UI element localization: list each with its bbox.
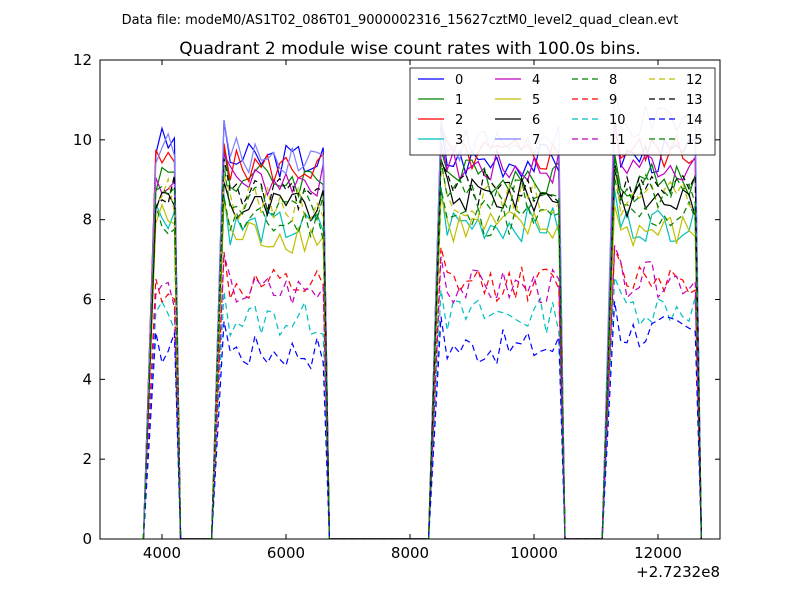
x-tick-label: 4000 (143, 544, 181, 562)
series-line-8 (142, 177, 702, 539)
series-line-14 (142, 301, 702, 539)
legend-label-12: 12 (686, 73, 703, 88)
x-tick-label: 12000 (634, 544, 682, 562)
series-line-13 (142, 158, 702, 539)
legend-frame (409, 67, 716, 156)
y-tick-label: 8 (82, 211, 92, 229)
chart-title: Quadrant 2 module wise count rates with … (179, 39, 640, 59)
data-file-header: Data file: modeM0/AS1T02_086T01_90000023… (122, 13, 679, 28)
legend-label-10: 10 (609, 113, 626, 128)
y-tick-label: 0 (82, 530, 92, 548)
x-tick-label: 10000 (510, 544, 558, 562)
legend-label-2: 2 (455, 113, 463, 128)
series-line-3 (142, 187, 702, 539)
series-line-9 (142, 247, 702, 539)
legend-label-7: 7 (532, 133, 540, 148)
x-tick-label: 8000 (391, 544, 429, 562)
y-tick-label: 6 (82, 291, 92, 309)
y-tick-label: 4 (82, 370, 92, 388)
legend-label-4: 4 (532, 73, 540, 88)
legend-label-6: 6 (532, 113, 540, 128)
x-offset-label: +2.7232e8 (636, 563, 720, 581)
series-line-10 (142, 277, 702, 539)
series-line-11 (142, 245, 702, 539)
legend-label-9: 9 (609, 93, 617, 108)
legend-label-13: 13 (686, 93, 703, 108)
legend-label-1: 1 (455, 93, 463, 108)
legend-label-15: 15 (686, 133, 703, 148)
y-tick-label: 2 (82, 450, 92, 468)
series-line-6 (142, 159, 702, 539)
legend-label-8: 8 (609, 73, 617, 88)
legend-label-3: 3 (455, 133, 463, 148)
y-tick-label: 10 (73, 131, 92, 149)
series-lines (142, 89, 702, 539)
series-line-4 (142, 125, 702, 539)
legend-label-0: 0 (455, 73, 463, 88)
series-line-12 (142, 161, 702, 539)
legend-label-5: 5 (532, 93, 540, 108)
legend-label-14: 14 (686, 113, 703, 128)
plot-area (142, 89, 702, 539)
legend-label-11: 11 (609, 133, 626, 148)
x-tick-label: 6000 (267, 544, 305, 562)
series-line-5 (142, 196, 702, 539)
y-tick-label: 12 (73, 51, 92, 69)
series-line-15 (142, 157, 702, 539)
